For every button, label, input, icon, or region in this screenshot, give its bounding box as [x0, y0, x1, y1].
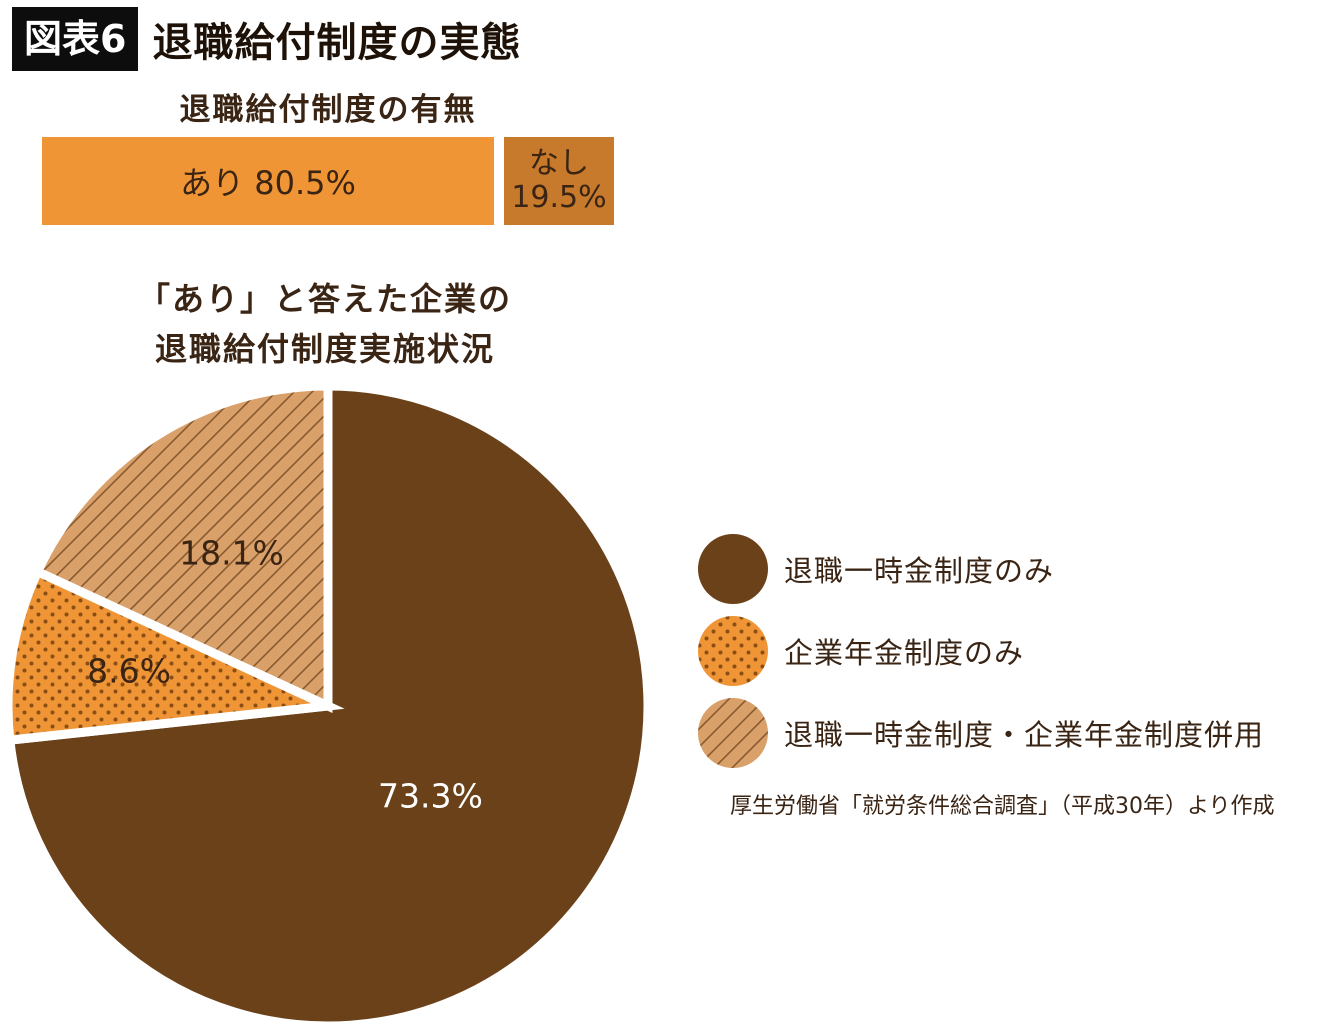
bar-label-no-category: なし: [529, 146, 589, 181]
bar-segment-no: なし 19.5%: [504, 137, 614, 225]
legend-label-pension: 企業年金制度のみ: [784, 636, 1025, 670]
pie-title-line-1: 「あり」と答えた企業の: [137, 280, 512, 318]
bar-label-no-value: 19.5%: [511, 180, 607, 215]
legend-swatch-combined: [698, 698, 768, 768]
legend-label-combined: 退職一時金制度・企業年金制度併用: [784, 718, 1265, 752]
legend: 退職一時金制度のみ 企業年金制度のみ 退職一時金制度・企業年金制度併用: [696, 528, 1264, 774]
pie-label-pension: 8.6%: [87, 652, 171, 691]
figure-title: 退職給付制度の実態: [152, 20, 522, 66]
bar-segment-yes: あり 80.5%: [42, 137, 494, 225]
legend-item-lump-sum: 退職一時金制度のみ: [696, 528, 1264, 610]
legend-swatch-lump-sum: [698, 534, 768, 604]
pie-label-lump-sum: 73.3%: [378, 777, 483, 816]
legend-swatch-pension: [698, 616, 768, 686]
legend-label-lump-sum: 退職一時金制度のみ: [784, 554, 1055, 588]
pie-chart: 73.3% 8.6% 18.1%: [0, 380, 660, 1034]
stacked-bar: あり 80.5% なし 19.5%: [42, 137, 614, 225]
source-note: 厚生労働省「就労条件総合調査」（平成30年）より作成: [730, 794, 1275, 819]
pie-chart-svg: 73.3% 8.6% 18.1%: [3, 381, 653, 1031]
pie-label-combined: 18.1%: [179, 534, 284, 573]
legend-item-combined: 退職一時金制度・企業年金制度併用: [696, 692, 1264, 774]
figure-badge: 図表6: [12, 7, 139, 71]
pie-slice-combined: [31, 381, 333, 714]
pie-chart-title: 「あり」と答えた企業の 退職給付制度実施状況: [60, 274, 590, 374]
pie-slice-pension: [3, 565, 345, 746]
bar-chart-title: 退職給付制度の有無: [179, 92, 477, 128]
pie-title-line-2: 退職給付制度実施状況: [154, 330, 495, 368]
figure-header: 図表6 退職給付制度の実態: [12, 6, 521, 72]
bar-label-yes: あり 80.5%: [180, 164, 356, 202]
legend-item-pension: 企業年金制度のみ: [696, 610, 1264, 692]
